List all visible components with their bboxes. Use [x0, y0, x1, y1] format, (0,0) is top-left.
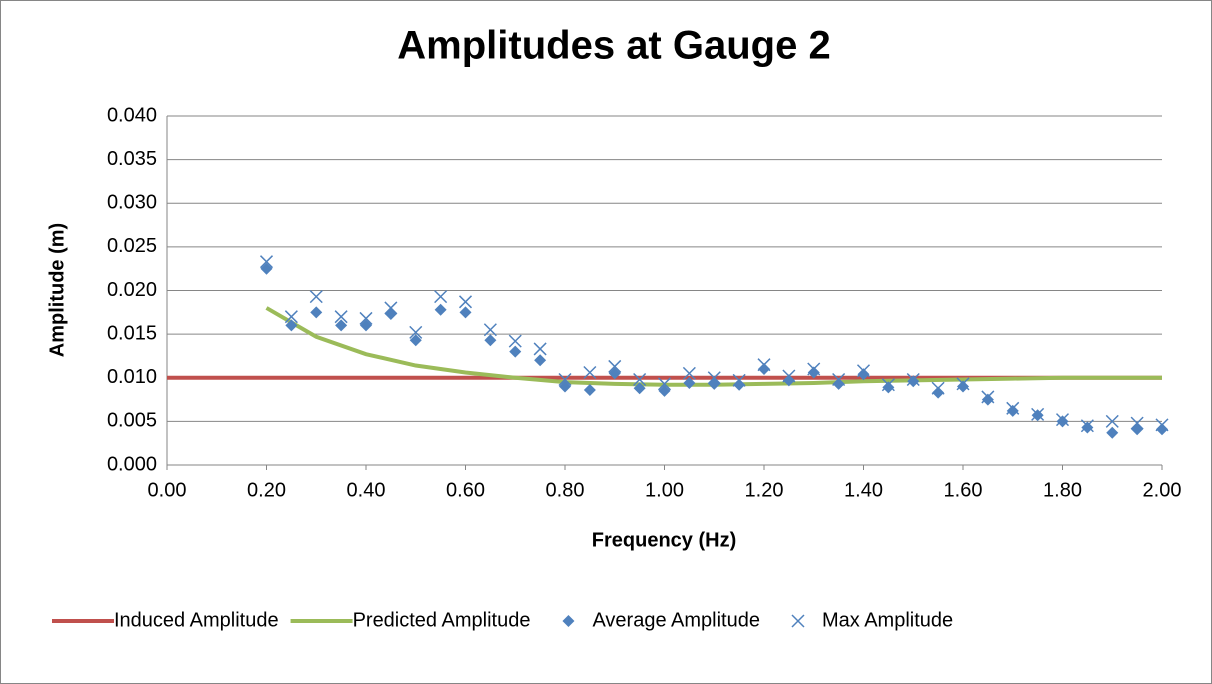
legend-label: Max Amplitude [822, 609, 953, 631]
diamond-marker [758, 363, 770, 376]
diamond-marker [857, 368, 870, 381]
cross-marker [807, 362, 821, 376]
diamond-marker [434, 303, 447, 316]
cross-marker [682, 366, 696, 380]
diamond-marker [981, 393, 994, 406]
y-tick-label: 0.025 [107, 235, 157, 257]
cross-marker [1006, 401, 1020, 415]
x-tick-label: 0.80 [546, 479, 585, 501]
y-tick-label: 0.040 [107, 104, 157, 126]
cross-marker [782, 369, 796, 383]
diamond-marker [1081, 421, 1094, 434]
cross-marker [608, 359, 622, 373]
diamond-marker [534, 354, 547, 367]
y-tick-label: 0.015 [107, 322, 157, 344]
cross-marker [906, 372, 920, 387]
cross-marker [359, 311, 373, 325]
cross-marker [791, 614, 805, 628]
cross-marker [1155, 418, 1169, 432]
diamond-marker [782, 374, 795, 387]
cross-marker [1130, 416, 1144, 430]
diamond-marker [882, 381, 895, 394]
diamond-marker [310, 306, 323, 319]
cross-marker [881, 378, 895, 392]
diamond-marker [484, 334, 497, 347]
cross-marker [931, 381, 945, 395]
diamond-marker [409, 334, 422, 347]
cross-marker [434, 290, 448, 304]
cross-marker [1105, 414, 1119, 428]
diamond-marker [459, 306, 472, 319]
y-tick-label: 0.035 [107, 148, 157, 170]
diamond-marker [683, 376, 696, 389]
diamond-marker [1006, 404, 1019, 417]
cross-marker [458, 295, 473, 309]
y-tick-label: 0.030 [107, 192, 157, 214]
legend-label: Induced Amplitude [114, 609, 279, 631]
y-tick-label: 0.010 [107, 366, 157, 388]
cross-marker [732, 373, 746, 387]
diamond-marker [1156, 423, 1168, 436]
cross-marker [832, 372, 846, 387]
diamond-marker [562, 615, 575, 627]
x-tick-label: 0.00 [148, 479, 187, 501]
x-tick-label: 0.20 [247, 479, 286, 501]
cross-marker [657, 377, 672, 391]
x-tick-label: 0.60 [446, 479, 485, 501]
cross-marker [533, 342, 547, 356]
cross-marker [1031, 407, 1045, 421]
diamond-marker [509, 345, 522, 358]
cross-marker [1055, 413, 1070, 427]
cross-marker [1080, 419, 1094, 433]
x-tick-label: 0.40 [347, 479, 386, 501]
cross-marker [633, 372, 647, 387]
cross-marker [309, 290, 323, 304]
y-axis-label: Amplitude (m) [46, 223, 68, 357]
cross-marker [583, 365, 597, 380]
x-tick-label: 1.40 [844, 479, 883, 501]
diamond-marker [633, 382, 646, 395]
legend-label: Average Amplitude [592, 609, 760, 631]
cross-marker [558, 372, 572, 387]
diamond-marker [335, 319, 348, 332]
cross-marker [409, 325, 423, 339]
cross-marker [334, 310, 348, 324]
diamond-marker [583, 383, 596, 396]
diamond-marker [1106, 426, 1119, 439]
cross-marker [757, 358, 771, 372]
y-tick-label: 0.005 [107, 410, 157, 432]
cross-marker [259, 255, 274, 269]
diamond-marker [807, 366, 820, 379]
cross-marker [483, 323, 497, 337]
cross-marker [856, 364, 871, 378]
x-axis-label: Frequency (Hz) [592, 529, 736, 551]
cross-marker [508, 334, 522, 348]
diamond-marker [957, 380, 969, 393]
diamond-marker [285, 319, 298, 332]
chart-title: Amplitudes at Gauge 2 [397, 24, 830, 68]
legend-label: Predicted Amplitude [353, 609, 531, 631]
x-tick-label: 1.00 [645, 479, 684, 501]
x-tick-label: 1.80 [1043, 479, 1082, 501]
x-tick-label: 2.00 [1143, 479, 1182, 501]
cross-marker [384, 301, 398, 315]
diamond-marker [733, 378, 746, 391]
y-tick-label: 0.020 [107, 279, 157, 301]
y-tick-label: 0.000 [107, 453, 157, 475]
x-tick-label: 1.20 [745, 479, 784, 501]
cross-marker [956, 377, 970, 391]
cross-marker [284, 310, 298, 324]
cross-marker [707, 371, 721, 385]
cross-marker [981, 390, 995, 404]
diamond-marker [932, 386, 945, 399]
x-tick-label: 1.60 [944, 479, 983, 501]
diamond-marker [832, 377, 845, 390]
diamond-marker [907, 375, 920, 388]
diamond-marker [1056, 415, 1069, 428]
